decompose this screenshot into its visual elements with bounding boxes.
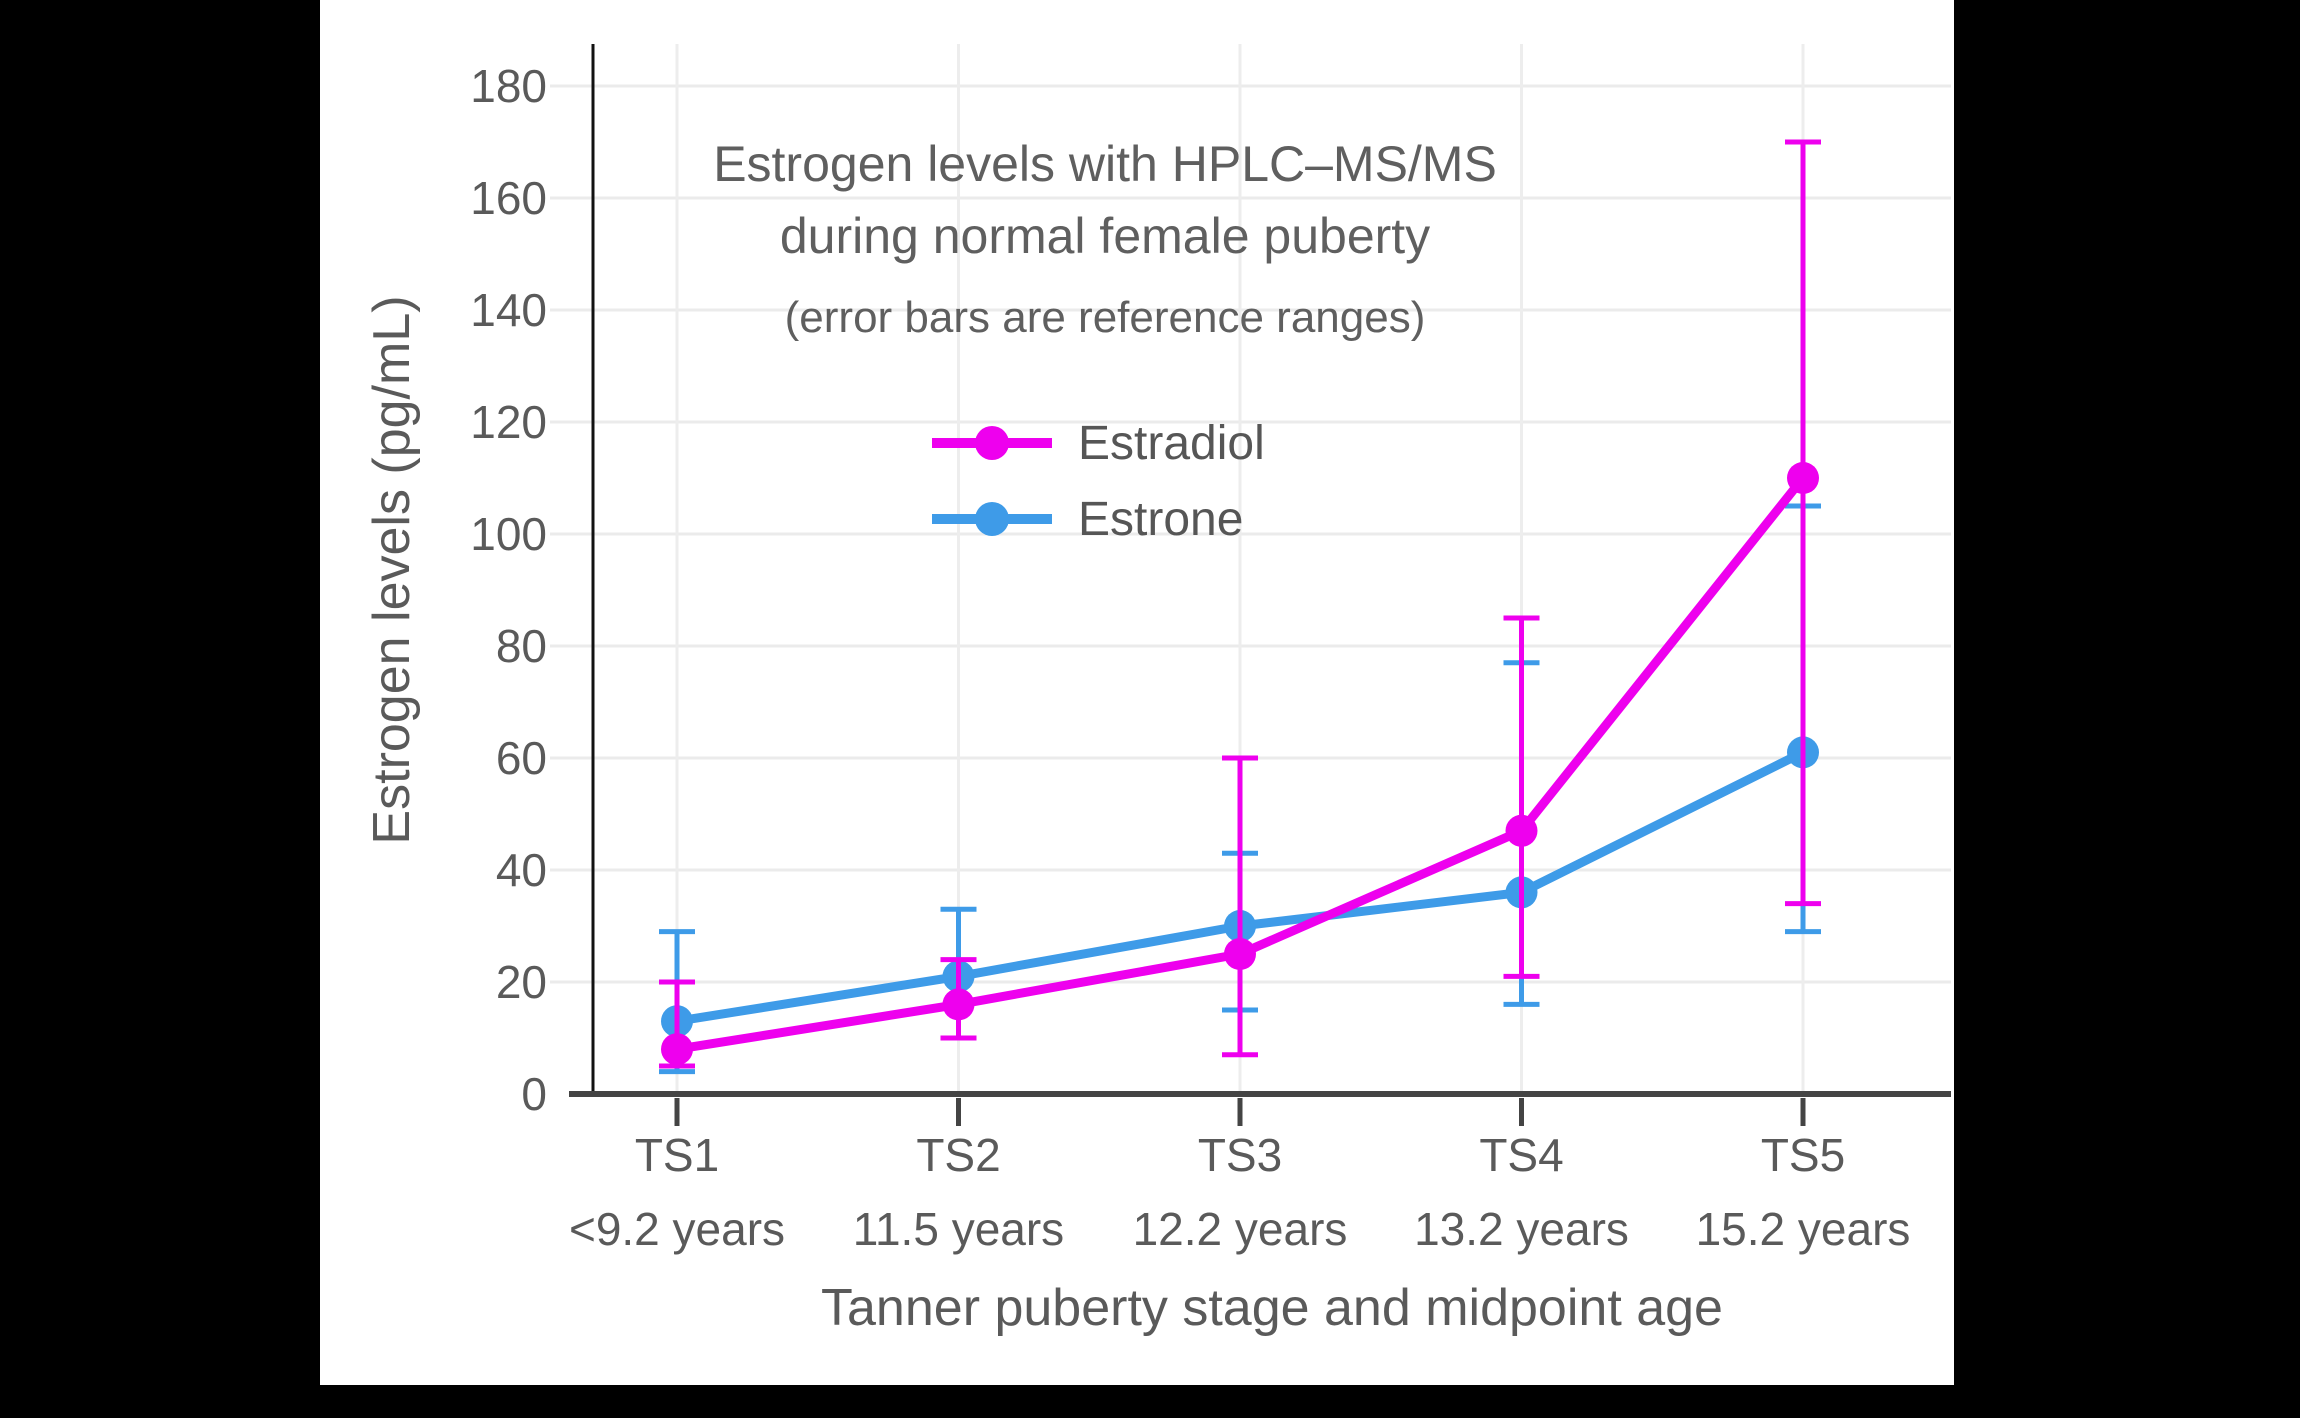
y-tick-label-100: 100 — [470, 508, 547, 560]
legend: Estradiol Estrone — [930, 405, 1265, 557]
marker-estradiol-ts3 — [1224, 938, 1256, 970]
marker-estradiol-ts5 — [1787, 462, 1819, 494]
chart-title-line1: Estrogen levels with HPLC–MS/MS — [713, 136, 1497, 192]
y-tick-label-60: 60 — [495, 732, 547, 784]
x-tick-label-ts1: TS1 — [634, 1129, 720, 1181]
chart-title-block: Estrogen levels with HPLC–MS/MS during n… — [705, 128, 1505, 346]
y-tick-label-140: 140 — [470, 284, 547, 336]
x-tick-sublabel-ts2: 11.5 years — [852, 1203, 1065, 1255]
x-tick-sublabel-ts4: 13.2 years — [1414, 1203, 1629, 1255]
x-tick-label-ts4: TS4 — [1479, 1129, 1564, 1181]
legend-item-estradiol: Estradiol — [930, 405, 1265, 481]
marker-estradiol-ts4 — [1505, 814, 1538, 847]
x-tick-label-ts5: TS5 — [1760, 1129, 1846, 1181]
marker-estradiol-ts2 — [942, 988, 975, 1021]
plot-area — [550, 44, 1951, 1126]
legend-label-estradiol: Estradiol — [1078, 416, 1265, 470]
y-tick-label-120: 120 — [470, 396, 547, 448]
y-tick-label-40: 40 — [495, 844, 547, 896]
legend-marker-estradiol — [975, 426, 1009, 460]
legend-swatch-estradiol — [932, 426, 1052, 460]
legend-swatch-estrone — [932, 502, 1052, 536]
y-tick-label-80: 80 — [495, 620, 547, 672]
x-tick-sublabel-ts1: <9.2 years — [568, 1203, 786, 1255]
x-tick-label-ts3: TS3 — [1197, 1129, 1283, 1181]
y-axis-title: Estrogen levels (pg/mL) — [363, 295, 421, 845]
chart-title-line2: during normal female puberty — [779, 208, 1431, 264]
x-tick-sublabel-ts5: 15.2 years — [1695, 1203, 1911, 1255]
y-tick-label-160: 160 — [470, 172, 547, 224]
x-axis-title: Tanner puberty stage and midpoint age — [821, 1279, 1723, 1337]
chart-subtitle: (error bars are reference ranges) — [784, 293, 1426, 342]
legend-marker-estrone — [975, 502, 1009, 536]
x-tick-sublabel-ts3: 12.2 years — [1132, 1203, 1348, 1255]
x-tick-label-ts2: TS2 — [916, 1129, 1001, 1181]
y-tick-label-180: 180 — [470, 60, 547, 112]
marker-estradiol-ts1 — [661, 1033, 693, 1066]
y-tick-label-0: 0 — [521, 1068, 547, 1120]
y-tick-label-20: 20 — [495, 956, 547, 1008]
chart-panel: 0 20 40 60 80 100 120 140 160 180 TS1 <9.2 years TS… — [320, 0, 1954, 1385]
legend-label-estrone: Estrone — [1078, 492, 1244, 546]
legend-item-estrone: Estrone — [930, 481, 1265, 557]
